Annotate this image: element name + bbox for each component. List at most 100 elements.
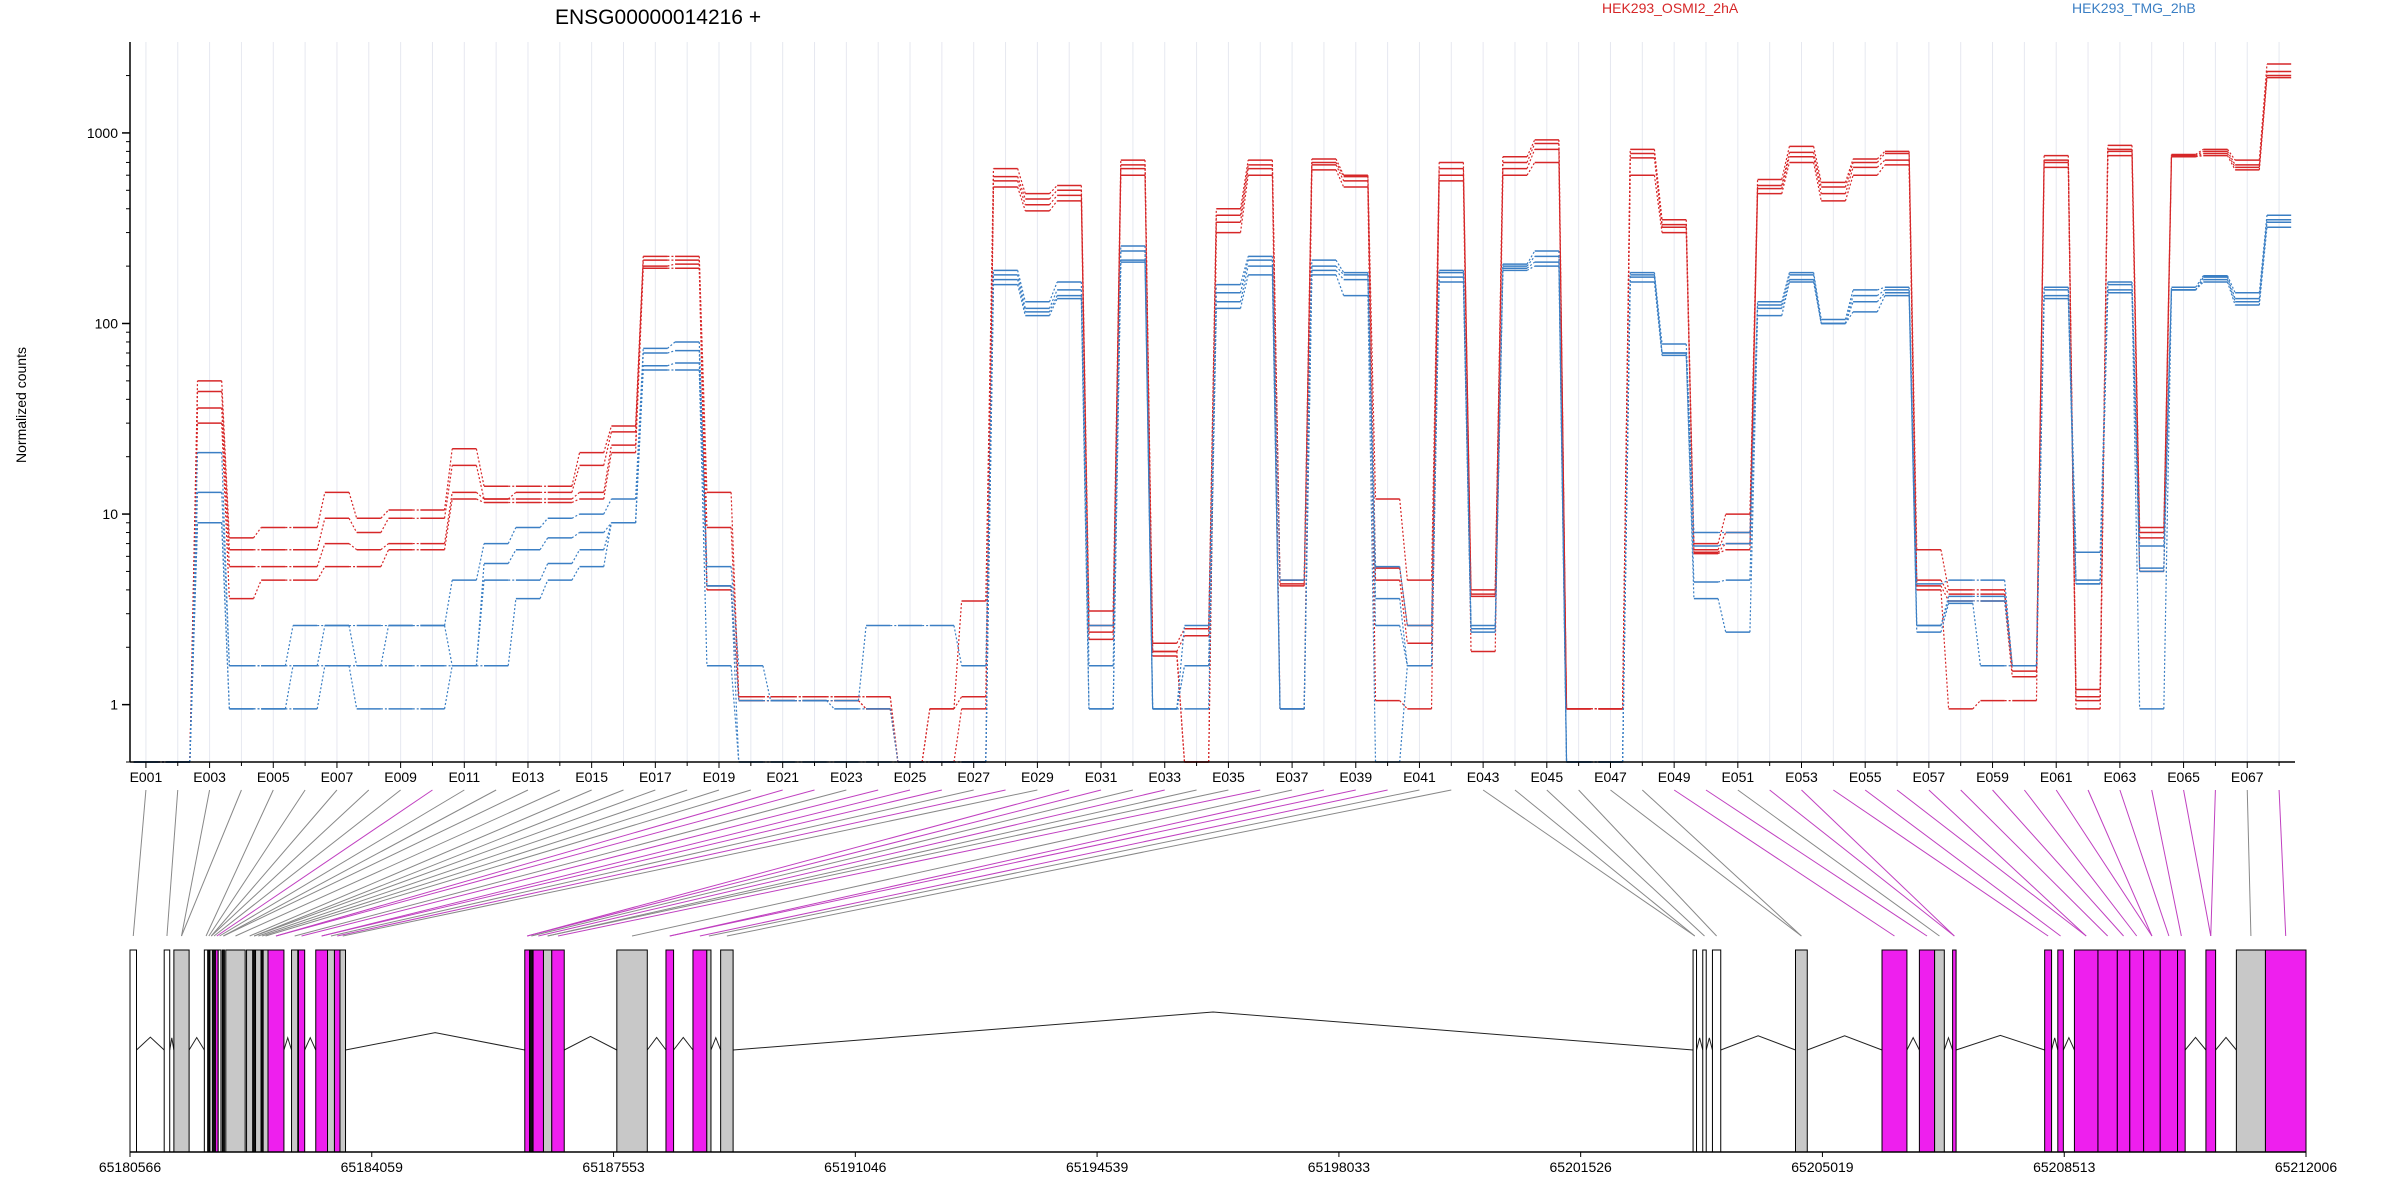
exon-block bbox=[1952, 949, 1957, 1153]
exon-connector bbox=[205, 789, 274, 937]
series-link bbox=[1653, 175, 1663, 233]
exon-connector bbox=[547, 789, 1197, 937]
exon-connector bbox=[330, 789, 974, 937]
series-link bbox=[1303, 260, 1313, 581]
exon-block bbox=[291, 949, 299, 1153]
exon-block bbox=[1702, 949, 1707, 1153]
exon-connector bbox=[669, 789, 1356, 937]
intron-line bbox=[564, 1035, 618, 1051]
exon-connector bbox=[294, 789, 847, 937]
exon-block bbox=[333, 949, 341, 1153]
x-tick-label: E005 bbox=[257, 769, 290, 785]
series-link bbox=[1717, 513, 1727, 544]
exon-block bbox=[2235, 949, 2266, 1153]
series-link bbox=[1781, 274, 1790, 306]
series-link bbox=[826, 700, 835, 710]
genomic-tick-label: 65180566 bbox=[99, 1159, 162, 1175]
series-link bbox=[1749, 315, 1759, 633]
series-link bbox=[2226, 153, 2236, 168]
exon-connector bbox=[2023, 789, 2138, 937]
series-link bbox=[1876, 150, 1886, 160]
series-link bbox=[380, 543, 389, 551]
series-link bbox=[2067, 298, 2077, 584]
series-link bbox=[603, 498, 612, 515]
series-link bbox=[667, 341, 676, 349]
series-link bbox=[1048, 289, 1058, 309]
series-link bbox=[1717, 598, 1727, 633]
exon-block bbox=[2129, 949, 2145, 1153]
series-lines bbox=[133, 63, 2292, 763]
intron-line bbox=[733, 1011, 1694, 1051]
exon-connector bbox=[235, 789, 561, 937]
exon-block bbox=[1794, 949, 1808, 1153]
exon-block bbox=[2205, 949, 2217, 1153]
exon-connector bbox=[531, 789, 1134, 937]
series-link bbox=[1239, 160, 1249, 209]
exon-block bbox=[1711, 949, 1722, 1153]
series-link bbox=[1176, 635, 1186, 652]
series-link bbox=[1526, 261, 1536, 269]
series-link bbox=[2258, 227, 2268, 306]
exon-block bbox=[129, 949, 138, 1153]
series-link bbox=[1876, 153, 1886, 163]
series-link bbox=[1017, 270, 1026, 302]
series-link bbox=[730, 585, 740, 763]
series-link bbox=[1526, 143, 1536, 163]
series-link bbox=[1335, 169, 1345, 188]
series-link bbox=[1017, 168, 1026, 194]
x-tick-label: E045 bbox=[1530, 769, 1563, 785]
exon-block bbox=[551, 949, 565, 1153]
intron-line bbox=[1720, 1035, 1796, 1051]
genomic-tick-label: 65212006 bbox=[2275, 1159, 2338, 1175]
series-link bbox=[380, 549, 390, 567]
series-link bbox=[1208, 301, 1217, 666]
x-tick-label: E029 bbox=[1021, 769, 1054, 785]
series-link bbox=[1717, 543, 1727, 553]
intron-line bbox=[1705, 1037, 1713, 1051]
series-link bbox=[730, 585, 740, 701]
x-tick-label: E017 bbox=[639, 769, 672, 785]
x-tick-label: E025 bbox=[894, 769, 927, 785]
series-link bbox=[189, 452, 199, 763]
series-link bbox=[1876, 159, 1886, 168]
exon-block bbox=[327, 949, 335, 1153]
x-tick-label: E021 bbox=[766, 769, 799, 785]
series-link bbox=[1526, 139, 1536, 157]
series-link bbox=[348, 492, 358, 519]
genomic-tick-label: 65198033 bbox=[1308, 1159, 1371, 1175]
x-tick-label: E013 bbox=[512, 769, 545, 785]
series-link bbox=[603, 522, 612, 550]
series-link bbox=[2131, 289, 2141, 572]
series-link bbox=[443, 492, 453, 544]
series-link bbox=[1876, 295, 1886, 313]
exon-connector bbox=[547, 789, 1229, 937]
exon-connector bbox=[1864, 789, 2061, 937]
series-link bbox=[443, 625, 453, 666]
series-link bbox=[1781, 152, 1790, 186]
series-link bbox=[1239, 164, 1249, 216]
exon-connector bbox=[1896, 789, 2087, 937]
series-link bbox=[1908, 295, 1918, 633]
series-link bbox=[1749, 188, 1759, 544]
series-link bbox=[1972, 603, 1982, 666]
series-link bbox=[889, 708, 899, 763]
series-link bbox=[985, 284, 995, 763]
series-link bbox=[348, 625, 358, 666]
series-link bbox=[1049, 185, 1058, 195]
series-link bbox=[634, 268, 644, 453]
x-tick-label: E041 bbox=[1403, 769, 1436, 785]
series-link bbox=[1017, 180, 1026, 205]
series-link bbox=[1781, 162, 1790, 194]
series-link bbox=[507, 527, 517, 544]
series-link bbox=[2035, 160, 2045, 672]
series-link bbox=[1399, 566, 1408, 626]
series-link bbox=[316, 543, 326, 567]
series-link bbox=[2004, 600, 2013, 666]
x-tick-label: E023 bbox=[830, 769, 863, 785]
series-link bbox=[1653, 281, 1663, 356]
series-link bbox=[1781, 156, 1790, 189]
exon-block bbox=[2044, 949, 2053, 1153]
series-link bbox=[1399, 700, 1408, 710]
series-link bbox=[1749, 308, 1759, 581]
